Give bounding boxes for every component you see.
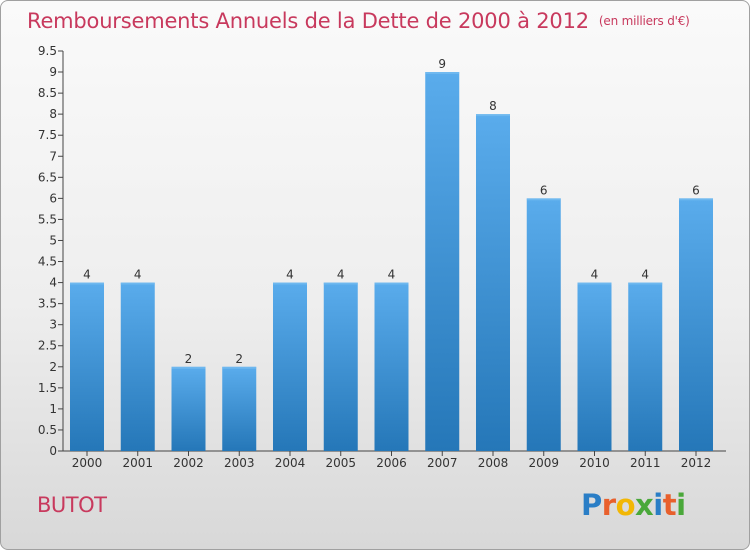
chart-unit: (en milliers d'€): [598, 14, 690, 28]
y-tick-label: 1.5: [38, 381, 57, 395]
bar-highlight: [171, 366, 206, 369]
bar-highlight: [120, 282, 155, 285]
chart-axes: 0 0.5 1 1.5 2 2.5 3 3.5 4 4.5 5 5.5 6 6.5 7 7.5 8 8.5 9 9.5: [38, 44, 726, 458]
data-label: 4: [641, 268, 649, 282]
x-tick-label: 2005: [325, 456, 356, 470]
data-label: 4: [388, 268, 396, 282]
y-tick-label: 2.5: [38, 339, 57, 353]
logo-letter: r: [601, 488, 616, 522]
x-tick-label: 2009: [528, 456, 559, 470]
y-tick-label: 0: [49, 444, 57, 458]
y-tick-label: 0.5: [38, 423, 57, 437]
chart-title-text: Remboursements Annuels de la Dette de 20…: [27, 9, 589, 33]
bar: [476, 114, 510, 451]
x-tick-label: 2006: [376, 456, 407, 470]
place-name: BUTOT: [37, 493, 107, 517]
bar-highlight: [222, 366, 257, 369]
bar: [526, 198, 561, 451]
x-tick-label: 2010: [579, 456, 610, 470]
y-tick-label: 6.5: [38, 170, 57, 184]
bar: [679, 198, 713, 451]
bar-highlight: [577, 282, 612, 285]
bar-highlight: [476, 114, 510, 117]
data-label: 4: [337, 268, 345, 282]
y-tick-label: 3: [49, 318, 57, 332]
bar: [628, 282, 663, 451]
bar: [323, 282, 358, 451]
x-tick-label: 2001: [122, 456, 153, 470]
bar: [374, 282, 409, 451]
x-tick-label: 2003: [224, 456, 255, 470]
bar: [222, 366, 257, 451]
data-label: 9: [438, 57, 446, 71]
logo-letter: o: [615, 488, 636, 522]
logo-letter: i: [676, 488, 686, 522]
bar: [577, 282, 612, 451]
x-tick-label: 2008: [478, 456, 509, 470]
data-label: 6: [540, 183, 548, 197]
y-tick-label: 4: [49, 276, 57, 290]
bar: [70, 282, 104, 451]
bar: [120, 282, 155, 451]
y-tick-label: 8.5: [38, 86, 57, 100]
chart-bars: [70, 72, 713, 451]
bar: [171, 366, 206, 451]
y-tick-label: 3.5: [38, 297, 57, 311]
y-tick-label: 7.5: [38, 128, 57, 142]
x-tick-label: 2004: [275, 456, 306, 470]
bar-highlight: [70, 282, 104, 285]
bar-highlight: [273, 282, 307, 285]
bar-highlight: [628, 282, 663, 285]
x-tick-label: 2007: [427, 456, 458, 470]
y-tick-label: 9: [49, 65, 57, 79]
y-tick-label: 6: [49, 191, 57, 205]
logo-letter: t: [662, 488, 677, 522]
y-tick-label: 8: [49, 107, 57, 121]
data-label: 6: [692, 183, 700, 197]
data-label: 2: [235, 352, 243, 366]
x-tick-label: 2002: [173, 456, 204, 470]
y-tick-label: 1: [49, 402, 57, 416]
y-tick-label: 9.5: [38, 44, 57, 58]
data-label: 4: [134, 268, 142, 282]
data-label: 4: [83, 268, 91, 282]
x-tick-label: 2012: [681, 456, 712, 470]
data-label: 8: [489, 99, 497, 113]
data-label: 4: [286, 268, 294, 282]
bar-highlight: [679, 198, 713, 201]
y-tick-label: 5: [49, 233, 57, 247]
bar-highlight: [526, 198, 561, 201]
bar-highlight: [425, 72, 460, 75]
bar-highlight: [323, 282, 358, 285]
bar: [425, 72, 460, 451]
bar: [273, 282, 307, 451]
y-tick-label: 4.5: [38, 255, 57, 269]
chart-data-labels: 2000 4 2001 4 2002 2 2003 2 2004 4 2005 4 2006 4 2007 9…: [72, 57, 712, 470]
logo-letter: i: [653, 488, 663, 522]
bar-highlight: [374, 282, 409, 285]
logo-letter: x: [635, 488, 654, 522]
data-label: 4: [591, 268, 599, 282]
data-label: 2: [185, 352, 193, 366]
proxiti-logo: Proxiti: [581, 488, 686, 522]
y-tick-label: 7: [49, 149, 57, 163]
logo-letter: P: [581, 488, 602, 522]
x-tick-label: 2000: [72, 456, 103, 470]
x-tick-label: 2011: [630, 456, 661, 470]
chart-title: Remboursements Annuels de la Dette de 20…: [27, 9, 690, 33]
y-tick-label: 5.5: [38, 212, 57, 226]
y-tick-label: 2: [49, 360, 57, 374]
